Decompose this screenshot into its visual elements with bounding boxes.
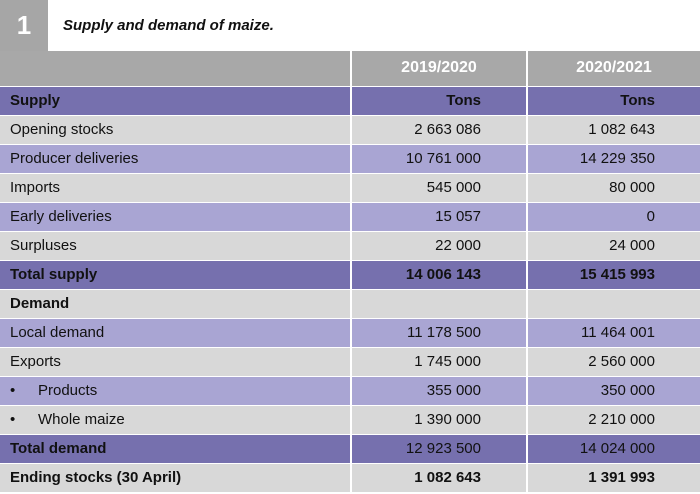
- row-label: Whole maize: [38, 411, 125, 428]
- row-label: Exports: [0, 347, 352, 377]
- value-2020-2021: [527, 289, 700, 319]
- table-row-surpluses: Surpluses 22 000 24 000: [0, 231, 700, 261]
- row-label: Local demand: [0, 318, 352, 348]
- value-2019-2020: 1 082 643: [351, 463, 528, 493]
- row-label: Products: [38, 382, 98, 399]
- table-header-row: 2019/2020 2020/2021: [0, 51, 700, 87]
- value-2020-2021: 15 415 993: [527, 260, 700, 290]
- section-row-demand: Demand: [0, 289, 700, 319]
- value-2020-2021: 1 391 993: [527, 463, 700, 493]
- value-2020-2021: 350 000: [527, 376, 700, 406]
- section-row-supply: Supply Tons Tons: [0, 86, 700, 116]
- table-caption-bar: 1 Supply and demand of maize.: [0, 0, 700, 51]
- value-2020-2021: 24 000: [527, 231, 700, 261]
- value-2020-2021: 2 560 000: [527, 347, 700, 377]
- bullet-icon: •: [10, 382, 16, 399]
- value-2019-2020: 22 000: [351, 231, 528, 261]
- value-2019-2020: 15 057: [351, 202, 528, 232]
- value-2019-2020: 355 000: [351, 376, 528, 406]
- row-label: Total demand: [0, 434, 352, 464]
- total-row-demand: Total demand 12 923 500 14 024 000: [0, 434, 700, 464]
- table-row-exports: Exports 1 745 000 2 560 000: [0, 347, 700, 377]
- value-2019-2020: 11 178 500: [351, 318, 528, 348]
- column-header-2020-2021: 2020/2021: [527, 51, 700, 87]
- row-label-cell: • Whole maize: [0, 405, 352, 435]
- row-label-cell: • Products: [0, 376, 352, 406]
- table-row-ending-stocks: Ending stocks (30 April) 1 082 643 1 391…: [0, 463, 700, 493]
- value-2019-2020: 1 390 000: [351, 405, 528, 435]
- table-row-whole-maize: • Whole maize 1 390 000 2 210 000: [0, 405, 700, 435]
- row-label: Ending stocks (30 April): [0, 463, 352, 493]
- header-blank-cell: [0, 51, 352, 87]
- row-label: Demand: [0, 289, 352, 319]
- value-2019-2020: 545 000: [351, 173, 528, 203]
- table-number-badge: 1: [0, 0, 48, 51]
- table-row-early-deliveries: Early deliveries 15 057 0: [0, 202, 700, 232]
- table-row-products: • Products 355 000 350 000: [0, 376, 700, 406]
- value-2020-2021: 14 229 350: [527, 144, 700, 174]
- value-2019-2020: 10 761 000: [351, 144, 528, 174]
- value-2020-2021: 1 082 643: [527, 115, 700, 145]
- value-2019-2020: 2 663 086: [351, 115, 528, 145]
- value-2020-2021: 80 000: [527, 173, 700, 203]
- bullet-icon: •: [10, 411, 16, 428]
- row-label: Producer deliveries: [0, 144, 352, 174]
- unit-cell-2019-2020: Tons: [351, 86, 528, 116]
- row-label: Supply: [0, 86, 352, 116]
- table-row-local-demand: Local demand 11 178 500 11 464 001: [0, 318, 700, 348]
- value-2020-2021: 14 024 000: [527, 434, 700, 464]
- row-label: Total supply: [0, 260, 352, 290]
- row-label: Opening stocks: [0, 115, 352, 145]
- table-row-imports: Imports 545 000 80 000: [0, 173, 700, 203]
- table-title: Supply and demand of maize.: [63, 17, 274, 34]
- value-2019-2020: 12 923 500: [351, 434, 528, 464]
- total-row-supply: Total supply 14 006 143 15 415 993: [0, 260, 700, 290]
- value-2019-2020: 14 006 143: [351, 260, 528, 290]
- table-row-producer-deliveries: Producer deliveries 10 761 000 14 229 35…: [0, 144, 700, 174]
- row-label: Imports: [0, 173, 352, 203]
- value-2020-2021: 11 464 001: [527, 318, 700, 348]
- value-2019-2020: [351, 289, 528, 319]
- column-header-2019-2020: 2019/2020: [351, 51, 528, 87]
- row-label: Surpluses: [0, 231, 352, 261]
- value-2020-2021: 0: [527, 202, 700, 232]
- supply-demand-table: 2019/2020 2020/2021 Supply Tons Tons Ope…: [0, 51, 700, 493]
- unit-cell-2020-2021: Tons: [527, 86, 700, 116]
- value-2019-2020: 1 745 000: [351, 347, 528, 377]
- value-2020-2021: 2 210 000: [527, 405, 700, 435]
- row-label: Early deliveries: [0, 202, 352, 232]
- table-row-opening-stocks: Opening stocks 2 663 086 1 082 643: [0, 115, 700, 145]
